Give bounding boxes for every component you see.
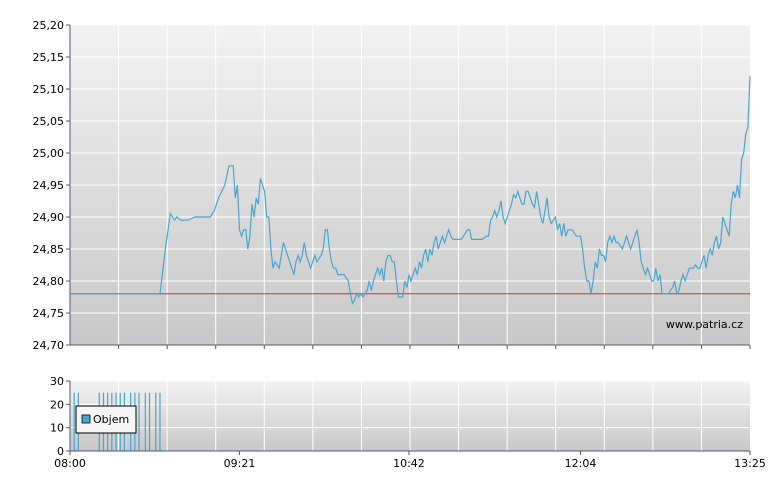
volume-y-axis: 0 10 20 30 [50, 375, 70, 458]
price-y-tick-label: 24,85 [33, 243, 65, 256]
x-tick-label: 08:00 [54, 457, 86, 470]
price-y-tick-label: 25,10 [33, 83, 65, 96]
x-tick-label: 10:42 [393, 457, 425, 470]
price-y-tick-label: 24,80 [33, 275, 65, 288]
price-grid [70, 24, 750, 345]
volume-y-tick-label: 20 [50, 398, 64, 411]
price-y-tick-label: 24,90 [33, 211, 65, 224]
price-y-tick-label: 25,00 [33, 147, 65, 160]
x-tick-label: 12:04 [565, 457, 597, 470]
price-y-tick-label: 24,95 [33, 179, 65, 192]
legend-swatch [81, 414, 91, 424]
volume-legend: Objem [75, 405, 137, 434]
watermark: www.patria.cz [666, 318, 743, 331]
volume-y-tick-label: 0 [57, 445, 64, 458]
volume-panel: 0 10 20 30 08:00 09:21 10:42 12:04 13:25 Objem [50, 375, 766, 470]
price-panel: 24,70 24,75 24,80 24,85 24,90 24,95 25,00 25,05… [33, 19, 751, 352]
x-tick-label: 09:21 [224, 457, 256, 470]
price-x-tick-marks [118, 345, 751, 349]
price-y-axis: 24,70 24,75 24,80 24,85 24,90 24,95 25,00 25,05… [33, 19, 70, 352]
price-y-tick-label: 25,05 [33, 115, 65, 128]
volume-y-tick-label: 30 [50, 375, 64, 388]
price-series-line [70, 76, 751, 305]
price-y-tick-label: 25,20 [33, 19, 65, 32]
volume-x-axis: 08:00 09:21 10:42 12:04 13:25 [54, 451, 766, 470]
legend-box [75, 405, 137, 434]
legend-label: Objem [93, 413, 129, 426]
x-tick-label: 13:25 [734, 457, 766, 470]
price-y-tick-label: 25,15 [33, 51, 65, 64]
volume-grid [70, 380, 750, 451]
price-y-tick-label: 24,75 [33, 307, 65, 320]
volume-y-tick-label: 10 [50, 422, 64, 435]
price-y-tick-label: 24,70 [33, 339, 65, 352]
